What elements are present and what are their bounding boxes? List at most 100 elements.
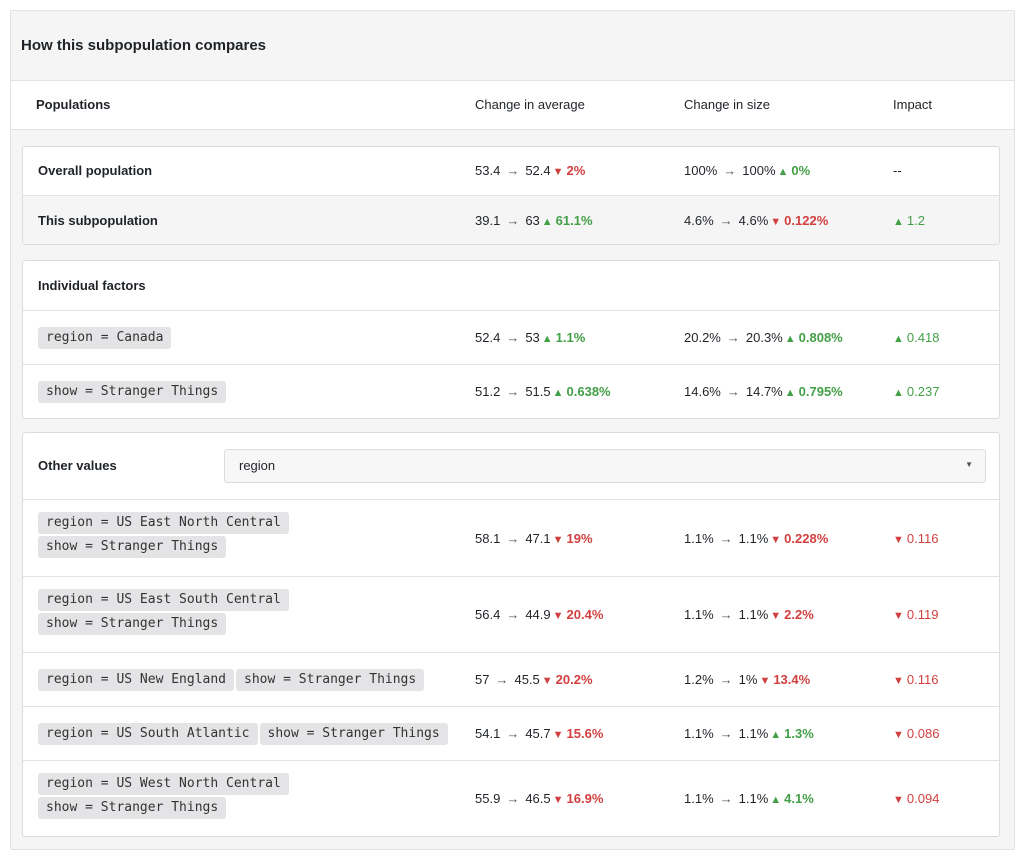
delta-value: 0.795% [798, 384, 843, 399]
triangle-down-icon: ▼ [552, 610, 564, 622]
chevron-down-icon: ▼ [965, 460, 973, 469]
filter-chip[interactable]: show = Stranger Things [236, 669, 425, 691]
from-value: 58.1 [475, 531, 501, 546]
delta-value: 20.4% [566, 607, 604, 622]
triangle-down-icon: ▼ [770, 216, 782, 228]
triangle-up-icon: ▲ [893, 216, 904, 228]
change-in-average: 52.4 → 53 ▲ 1.1% [475, 330, 585, 345]
individual-factors-header: Individual factors [23, 261, 999, 310]
table-row: This subpopulation 39.1 → 63 ▲ 61.1% 4.6% → 4.6%… [23, 195, 999, 244]
impact-value: 0.116 [906, 531, 939, 546]
from-value: 20.2% [684, 330, 721, 345]
from-value: 1.1% [684, 531, 714, 546]
delta-value: 13.4% [773, 672, 811, 687]
individual-factors-card: Individual factors region = Canada 52.4 → 5… [22, 260, 1000, 419]
triangle-up-icon: ▲ [784, 333, 796, 345]
population-label: This subpopulation [38, 213, 158, 228]
from-value: 14.6% [684, 384, 721, 399]
from-value: 1.2% [684, 672, 714, 687]
to-value: 1.1% [738, 607, 769, 622]
filter-chips: region = Canada [38, 327, 458, 349]
arrow-right-icon: → [495, 672, 509, 687]
arrow-right-icon: → [726, 384, 740, 399]
filter-chip[interactable]: region = US East North Central [38, 512, 289, 534]
filter-chips: region = US South Atlantic show = Strange… [38, 723, 458, 745]
filter-chip[interactable]: show = Stranger Things [38, 797, 227, 819]
filter-chip[interactable]: show = Stranger Things [38, 381, 227, 403]
change-in-average: 58.1 → 47.1 ▼ 19% [475, 531, 593, 546]
triangle-down-icon: ▼ [552, 729, 564, 741]
filter-chip[interactable]: region = US East South Central [38, 589, 289, 611]
triangle-down-icon: ▼ [552, 534, 564, 546]
arrow-right-icon: → [506, 213, 520, 228]
from-value: 56.4 [475, 607, 501, 622]
delta-value: 0.808% [798, 330, 843, 345]
impact-value: 1.2 [906, 213, 925, 228]
change-in-size: 14.6% → 14.7% ▲ 0.795% [684, 384, 843, 399]
change-in-average: 39.1 → 63 ▲ 61.1% [475, 213, 593, 228]
comparison-panel: How this subpopulation compares Populati… [10, 10, 1015, 850]
table-row: region = US East South Central show = Str… [23, 576, 999, 652]
table-row: region = US New England show = Stranger T… [23, 652, 999, 706]
to-value: 53 [525, 330, 540, 345]
impact-cell: ▲ 0.237 [893, 384, 939, 399]
triangle-up-icon: ▲ [770, 729, 782, 741]
to-value: 20.3% [745, 330, 783, 345]
to-value: 1.1% [738, 531, 769, 546]
arrow-right-icon: → [506, 791, 520, 806]
table-row: region = US West North Central show = Str… [23, 760, 999, 836]
impact-cell: ▲ 1.2 [893, 213, 925, 228]
triangle-up-icon: ▲ [770, 794, 782, 806]
filter-chip[interactable]: show = Stranger Things [38, 536, 227, 558]
from-value: 51.2 [475, 384, 501, 399]
arrow-right-icon: → [726, 330, 740, 345]
delta-value: 20.2% [555, 672, 593, 687]
to-value: 100% [742, 163, 776, 178]
triangle-down-icon: ▼ [770, 610, 782, 622]
filter-chips: region = US New England show = Stranger T… [38, 669, 458, 691]
delta-value: 0% [791, 163, 811, 178]
change-in-size: 1.1% → 1.1% ▲ 4.1% [684, 791, 814, 806]
triangle-down-icon: ▼ [770, 534, 782, 546]
change-in-size: 100% → 100% ▲ 0% [684, 163, 810, 178]
from-value: 4.6% [684, 213, 714, 228]
other-values-card: Other values region ▼ region = US East N… [22, 432, 1000, 837]
from-value: 52.4 [475, 330, 501, 345]
arrow-right-icon: → [719, 726, 733, 741]
to-value: 1.1% [738, 791, 769, 806]
table-header: Populations Change in average Change in … [11, 81, 1014, 130]
triangle-up-icon: ▲ [893, 387, 904, 399]
delta-value: 2% [566, 163, 586, 178]
impact-value: 0.116 [906, 672, 939, 687]
dimension-select[interactable]: region ▼ [224, 449, 986, 483]
change-in-average: 54.1 → 45.7 ▼ 15.6% [475, 726, 603, 741]
table-row: region = US East North Central show = Str… [23, 499, 999, 576]
delta-value: 2.2% [784, 607, 814, 622]
table-row: show = Stranger Things 51.2 → 51.5 ▲ 0.638% 14… [23, 364, 999, 418]
impact-cell: ▲ 0.418 [893, 330, 939, 345]
filter-chip[interactable]: show = Stranger Things [38, 613, 227, 635]
filter-chip[interactable]: region = US South Atlantic [38, 723, 258, 745]
to-value: 52.4 [525, 163, 551, 178]
impact-cell: ▼ 0.119 [893, 607, 938, 622]
triangle-down-icon: ▼ [893, 675, 904, 687]
to-value: 63 [525, 213, 540, 228]
filter-chip[interactable]: region = US West North Central [38, 773, 289, 795]
change-in-size: 4.6% → 4.6% ▼ 0.122% [684, 213, 828, 228]
triangle-down-icon: ▼ [893, 729, 904, 741]
header-change-average: Change in average [475, 97, 585, 112]
impact-value: -- [893, 163, 902, 178]
arrow-right-icon: → [723, 163, 737, 178]
filter-chip[interactable]: show = Stranger Things [259, 723, 448, 745]
arrow-right-icon: → [719, 531, 733, 546]
other-values-header: Other values region ▼ [23, 433, 999, 499]
delta-value: 0.228% [784, 531, 829, 546]
filter-chip[interactable]: region = Canada [38, 327, 172, 349]
delta-value: 15.6% [566, 726, 604, 741]
triangle-down-icon: ▼ [759, 675, 771, 687]
change-in-size: 20.2% → 20.3% ▲ 0.808% [684, 330, 843, 345]
to-value: 1% [738, 672, 758, 687]
from-value: 39.1 [475, 213, 501, 228]
individual-factors-title: Individual factors [38, 278, 146, 293]
filter-chip[interactable]: region = US New England [38, 669, 235, 691]
